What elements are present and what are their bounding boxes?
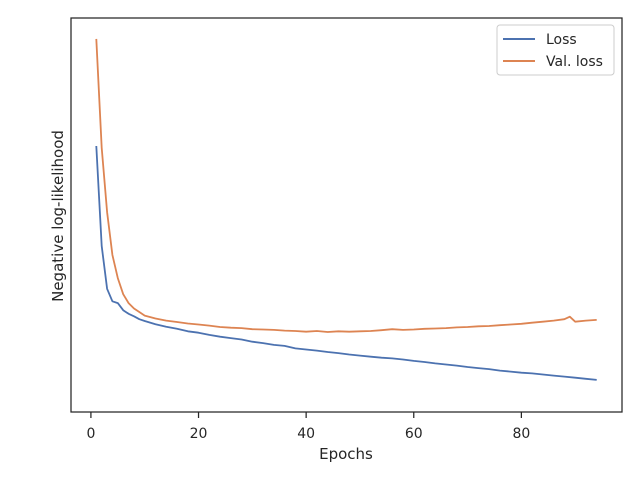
series-layer <box>95 38 597 381</box>
x-axis-label: Epochs <box>319 445 373 463</box>
series-line-val-loss <box>95 38 597 333</box>
legend: Loss Val. loss <box>496 24 615 76</box>
x-tick-label: 80 <box>512 426 530 442</box>
x-tick-label: 0 <box>86 426 95 442</box>
plot-area <box>70 17 623 413</box>
legend-box <box>496 24 615 76</box>
legend-label-val-loss: Val. loss <box>546 54 603 70</box>
legend-label-loss: Loss <box>546 32 577 48</box>
x-tick-label: 20 <box>190 426 208 442</box>
series-line-loss <box>95 145 597 381</box>
x-axis-ticks: 0 20 40 60 80 <box>86 412 530 442</box>
x-tick-label: 40 <box>297 426 315 442</box>
x-tick-label: 60 <box>405 426 423 442</box>
y-axis-label: Negative log-likelihood <box>49 130 67 302</box>
